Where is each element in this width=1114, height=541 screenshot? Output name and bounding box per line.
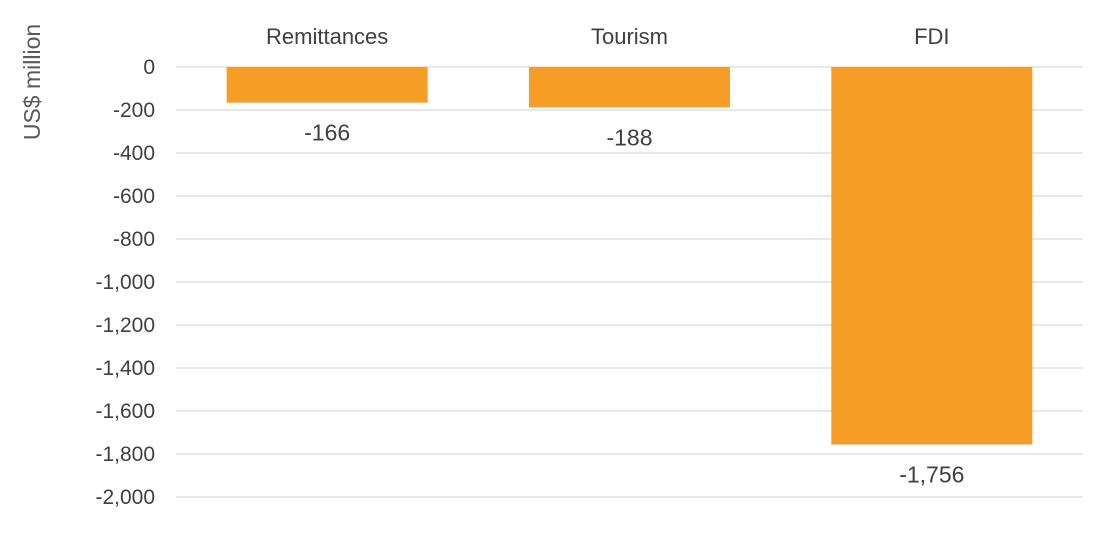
bar [226,67,428,103]
y-tick-label: -1,000 [95,271,155,294]
category-label: Tourism [591,24,668,49]
y-tick-label: -1,600 [95,400,155,423]
y-tick-label: -1,800 [95,443,155,466]
data-label: -188 [606,124,652,150]
y-tick-label: -1,400 [95,357,155,380]
bar [831,67,1033,445]
category-labels: Remittances Tourism FDI [266,24,950,49]
y-tick-label: -800 [113,228,155,251]
gridlines [176,66,1083,498]
y-tick-label: -2,000 [95,486,155,509]
y-tick-label: -600 [113,185,155,208]
y-tick-label: -1,200 [95,314,155,337]
data-label: -1,756 [899,462,964,488]
y-tick-label: -200 [113,99,155,122]
data-labels: -166 -188 -1,756 [304,120,964,488]
category-label: Remittances [266,24,388,49]
bar [528,67,731,108]
y-tick-label: 0 [143,56,155,79]
y-tick-label: -400 [113,142,155,165]
data-label: -166 [304,120,350,146]
category-label: FDI [914,24,949,49]
y-axis-title: US$ million [19,24,45,140]
bars [226,67,1033,445]
y-axis-ticks: 0 -200 -400 -600 -800 -1,000 -1,200 -1,400 -1,60… [95,56,155,509]
